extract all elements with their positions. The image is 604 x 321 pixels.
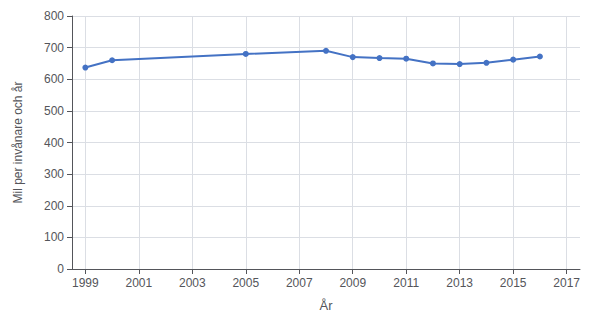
svg-text:2009: 2009 <box>339 276 366 290</box>
svg-text:2013: 2013 <box>446 276 473 290</box>
svg-text:2007: 2007 <box>286 276 313 290</box>
svg-text:Mil per invånare och år: Mil per invånare och år <box>11 81 25 203</box>
svg-text:2003: 2003 <box>179 276 206 290</box>
svg-text:600: 600 <box>44 72 64 86</box>
svg-text:400: 400 <box>44 136 64 150</box>
svg-text:2017: 2017 <box>553 276 580 290</box>
svg-text:300: 300 <box>44 167 64 181</box>
svg-text:1999: 1999 <box>72 276 99 290</box>
svg-text:200: 200 <box>44 199 64 213</box>
svg-text:700: 700 <box>44 41 64 55</box>
svg-text:800: 800 <box>44 9 64 23</box>
svg-text:2005: 2005 <box>232 276 259 290</box>
svg-text:2011: 2011 <box>393 276 419 290</box>
svg-text:2001: 2001 <box>125 276 152 290</box>
svg-text:År: År <box>320 298 334 313</box>
svg-text:2015: 2015 <box>500 276 527 290</box>
svg-text:500: 500 <box>44 104 64 118</box>
svg-text:100: 100 <box>44 230 64 244</box>
svg-text:0: 0 <box>57 262 64 276</box>
